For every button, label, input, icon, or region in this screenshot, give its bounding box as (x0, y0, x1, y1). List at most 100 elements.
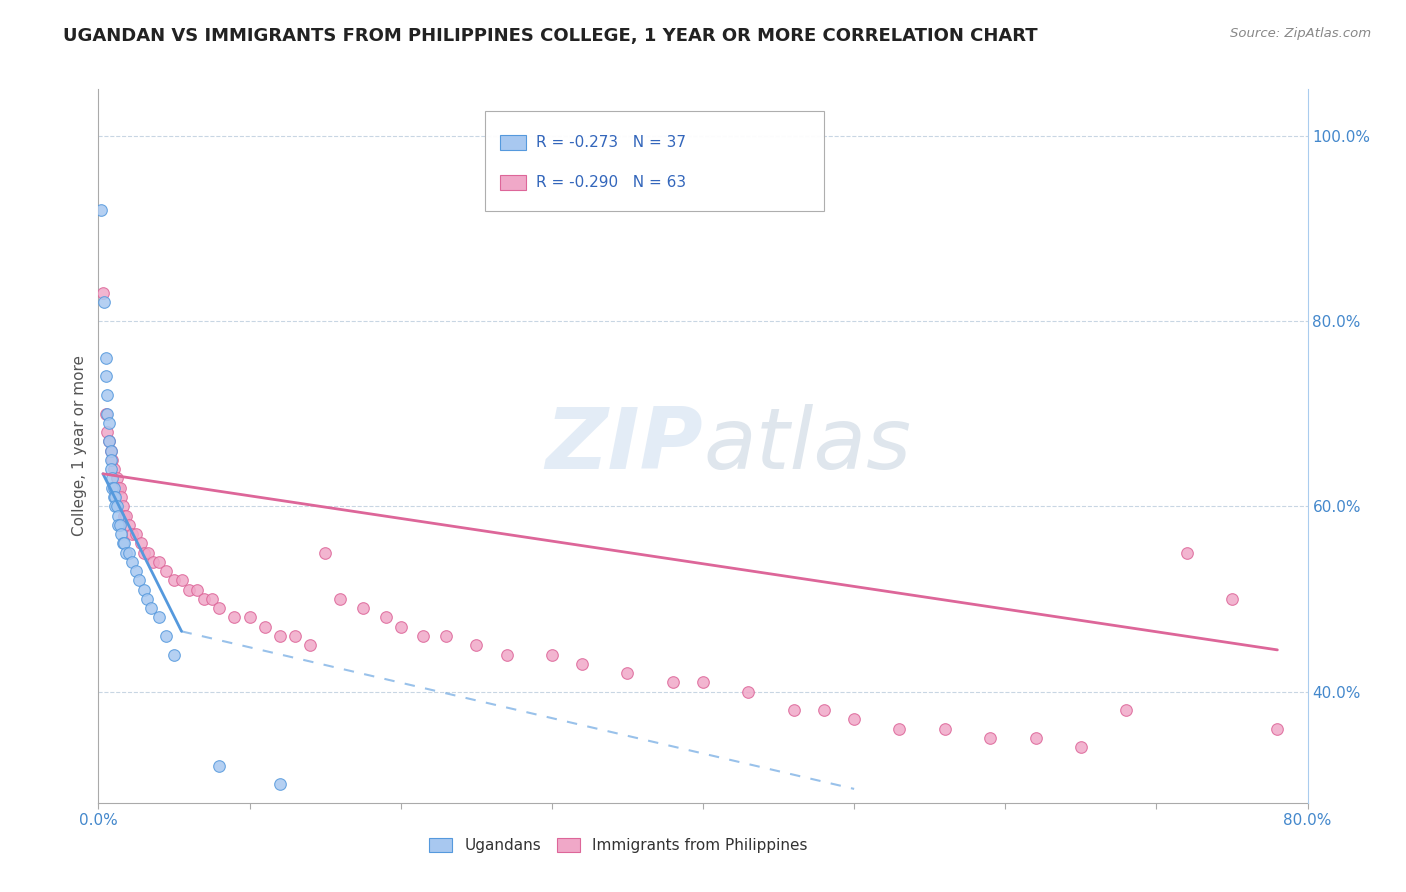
Point (269, 777, 291, 791)
Point (155, 564, 177, 578)
Point (93, 295, 115, 310)
Point (114, 545, 136, 559)
Point (661, 675, 683, 690)
Point (179, 582, 201, 597)
Point (1024, 731, 1046, 745)
Point (118, 545, 141, 559)
Point (239, 610, 262, 624)
Point (352, 601, 374, 615)
Point (107, 508, 129, 523)
Point (104, 490, 127, 504)
Point (208, 758, 231, 772)
Point (186, 582, 208, 597)
Point (132, 545, 155, 559)
Point (129, 536, 152, 550)
Point (103, 481, 125, 495)
Point (540, 648, 562, 662)
Point (136, 545, 159, 559)
Point (121, 555, 143, 569)
Point (148, 610, 170, 624)
Point (101, 453, 124, 467)
Point (94, 369, 117, 384)
Legend: Ugandans, Immigrants from Philippines: Ugandans, Immigrants from Philippines (423, 832, 814, 859)
Point (616, 666, 638, 681)
Point (98, 416, 121, 430)
Point (125, 564, 148, 578)
Point (1115, 703, 1137, 717)
Point (96, 388, 118, 402)
Point (163, 648, 186, 662)
Point (1175, 545, 1198, 559)
Point (103, 462, 125, 476)
Point (314, 545, 336, 559)
Point (284, 629, 307, 643)
Point (141, 601, 163, 615)
Point (934, 722, 956, 736)
Point (112, 536, 135, 550)
Point (118, 517, 141, 532)
Point (132, 582, 155, 597)
Point (1267, 722, 1289, 736)
Point (94, 351, 117, 365)
Point (108, 517, 131, 532)
Point (889, 722, 911, 736)
Point (571, 657, 593, 671)
Point (412, 629, 434, 643)
Point (108, 481, 131, 495)
Point (111, 500, 134, 514)
Point (253, 620, 276, 634)
Point (163, 574, 186, 588)
Y-axis label: College, 1 year or more: College, 1 year or more (72, 356, 87, 536)
Point (98, 434, 121, 449)
Point (100, 462, 122, 476)
Point (201, 591, 224, 606)
Point (170, 574, 193, 588)
Point (128, 574, 150, 588)
Point (121, 527, 143, 541)
Text: ZIP: ZIP (546, 404, 703, 488)
Text: Source: ZipAtlas.com: Source: ZipAtlas.com (1230, 27, 1371, 40)
Point (389, 620, 412, 634)
Point (783, 703, 806, 717)
Point (105, 500, 128, 514)
Point (125, 527, 148, 541)
Point (155, 629, 177, 643)
Point (1220, 591, 1243, 606)
Point (91, 286, 114, 301)
Point (692, 675, 714, 690)
Point (103, 490, 125, 504)
Point (98, 434, 121, 449)
Point (142, 555, 165, 569)
Point (96, 425, 118, 439)
Point (105, 471, 128, 485)
Point (148, 555, 170, 569)
Point (90, 202, 112, 217)
Text: R = -0.290   N = 63: R = -0.290 N = 63 (536, 175, 686, 190)
Point (813, 703, 835, 717)
Bar (501, 135, 526, 151)
Point (979, 731, 1001, 745)
Point (374, 610, 396, 624)
Point (114, 508, 136, 523)
Point (100, 453, 122, 467)
Point (224, 610, 246, 624)
Point (269, 629, 291, 643)
Text: atlas: atlas (703, 404, 911, 488)
Text: R = -0.273   N = 37: R = -0.273 N = 37 (536, 135, 686, 150)
Point (465, 638, 488, 652)
Point (101, 471, 124, 485)
Point (110, 490, 132, 504)
Point (96, 407, 118, 421)
Point (94, 407, 117, 421)
Point (107, 481, 129, 495)
Point (104, 500, 127, 514)
Point (208, 601, 231, 615)
Point (101, 481, 124, 495)
Bar (501, 175, 526, 190)
Point (844, 712, 866, 726)
Point (299, 638, 322, 652)
Point (193, 591, 215, 606)
Point (112, 508, 135, 523)
Point (100, 443, 122, 458)
Point (100, 443, 122, 458)
